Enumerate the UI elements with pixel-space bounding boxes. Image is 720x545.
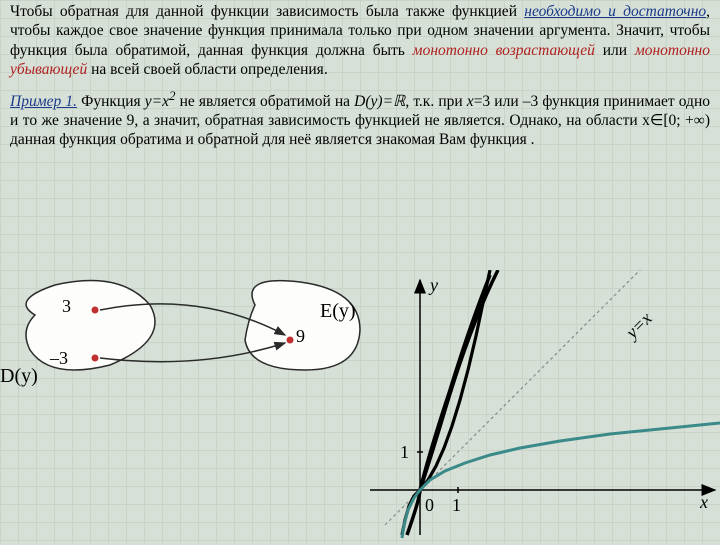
p2-c: y=x <box>145 93 169 110</box>
label-Ey: E(y) <box>320 300 356 323</box>
label-3: 3 <box>62 296 71 317</box>
p1-a: Чтобы обратная для данной функции зависи… <box>10 3 517 20</box>
diagram-svg <box>0 270 720 540</box>
dot-3 <box>92 307 99 314</box>
p2-e: D(y)=ℝ <box>354 93 405 110</box>
p2-f: , т.к. при <box>405 93 466 110</box>
label-Dy: D(y) <box>0 365 38 388</box>
blob-left <box>26 281 155 371</box>
p1-e: или <box>595 42 635 59</box>
label-1y: 1 <box>400 442 409 463</box>
p1-b: необходимо и достаточно <box>524 3 706 20</box>
label-1x: 1 <box>452 495 461 516</box>
diagram-area: 3 –3 9 D(y) E(y) y x y=x 0 1 1 <box>0 270 720 540</box>
curve-sqrt <box>420 423 720 490</box>
line-yx <box>385 270 660 525</box>
dot-m3 <box>92 355 99 362</box>
label-m3: –3 <box>50 348 68 369</box>
label-0: 0 <box>425 495 434 516</box>
label-x: x <box>700 492 708 513</box>
paragraph-1: Чтобы обратная для данной функции зависи… <box>10 2 710 80</box>
p1-d: монотонно возрастающей <box>413 42 595 59</box>
p2-d: не является обратимой на <box>175 93 354 110</box>
p2-g: x <box>467 93 474 110</box>
p2-a: Пример 1. <box>10 93 77 110</box>
dot-9 <box>287 337 294 344</box>
paragraph-2: Пример 1. Функция y=x2 не является обрат… <box>10 88 710 150</box>
label-9: 9 <box>296 326 305 347</box>
p1-g: на всей своей области определения. <box>87 61 328 78</box>
p2-b: Функция <box>77 93 145 110</box>
label-y: y <box>430 275 438 296</box>
